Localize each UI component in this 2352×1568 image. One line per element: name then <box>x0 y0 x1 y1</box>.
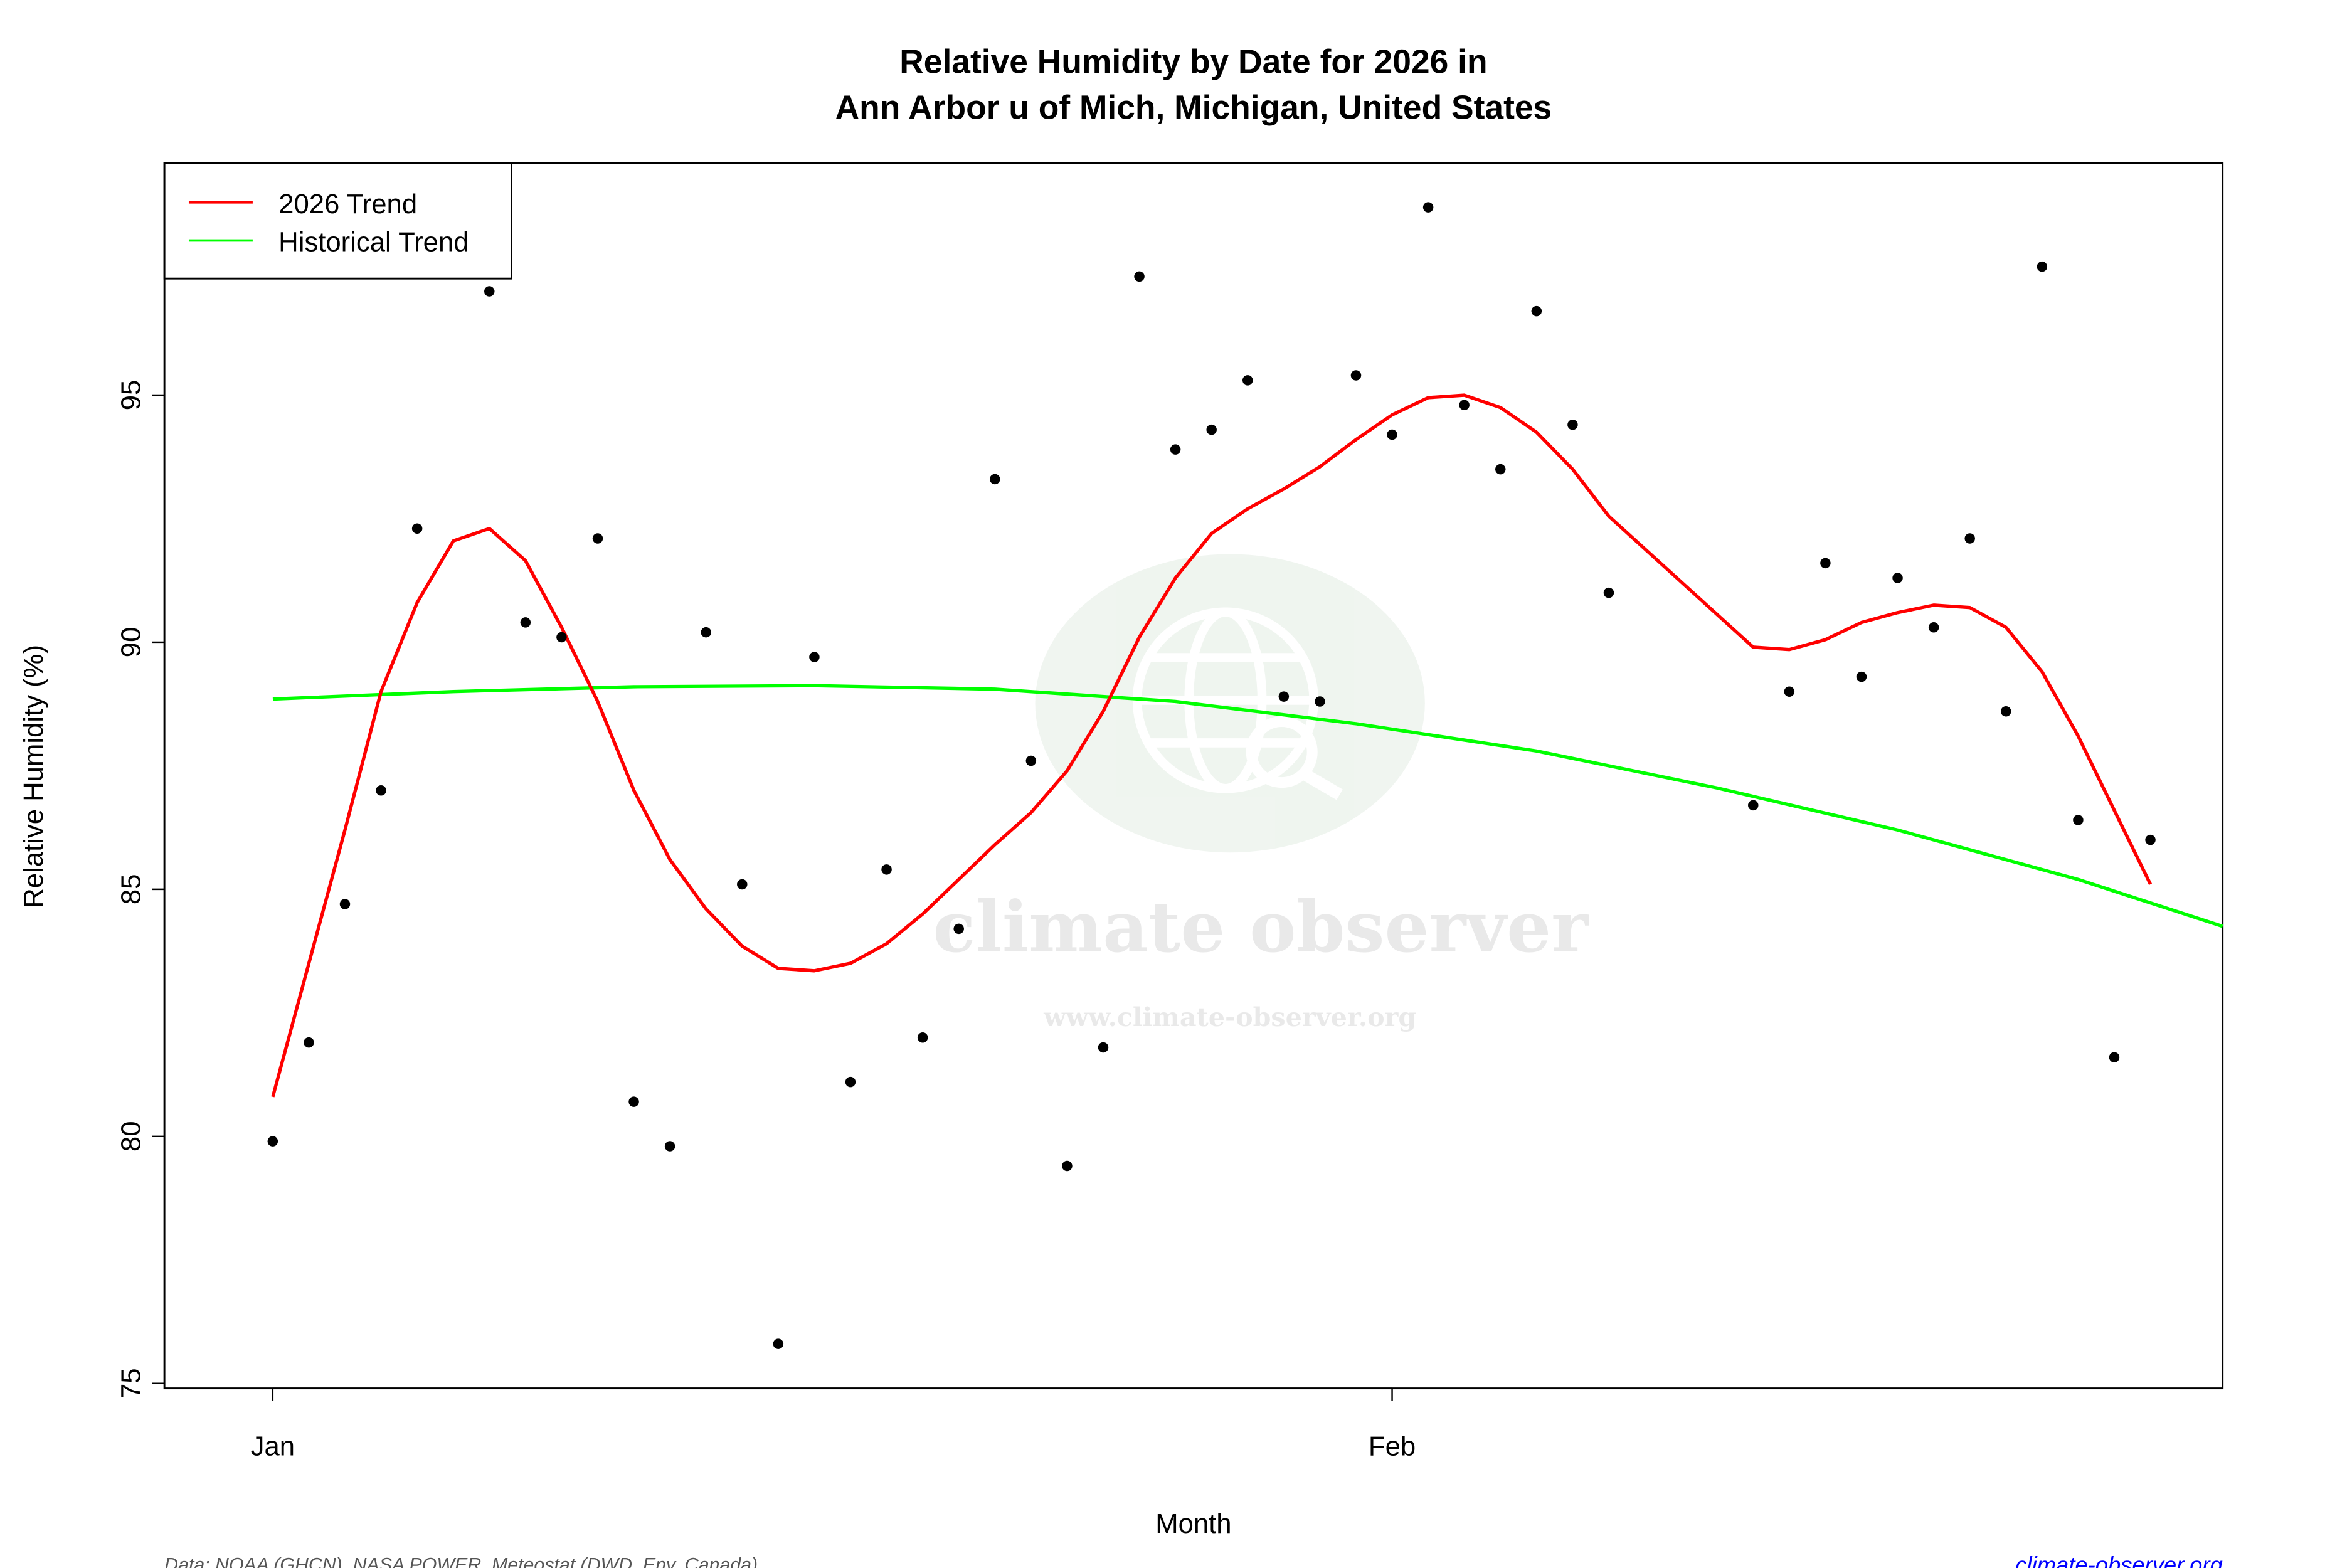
data-point <box>1928 622 1939 633</box>
data-point <box>1892 573 1903 583</box>
data-point <box>2073 815 2084 825</box>
data-point <box>1242 375 1253 386</box>
data-point <box>1278 691 1290 702</box>
data-point <box>484 286 495 297</box>
watermark-text: climate observer <box>933 886 1589 968</box>
data-source: Data: NOAA (GHCN), NASA POWER, Meteostat… <box>164 1555 758 1568</box>
data-point <box>1459 400 1470 411</box>
data-point <box>1422 202 1434 213</box>
data-point <box>1603 587 1614 598</box>
data-point <box>1387 429 1397 440</box>
data-point <box>2145 834 2156 845</box>
data-point <box>2037 261 2048 272</box>
watermark: climate observer www.climate-observer.or… <box>933 554 1589 1032</box>
trend-line-historical <box>272 684 2223 928</box>
y-tick-label: 75 <box>115 1368 146 1399</box>
data-point <box>1170 444 1181 455</box>
data-point <box>773 1338 784 1349</box>
data-point <box>1748 800 1759 811</box>
x-tick-label: Feb <box>1369 1431 1416 1461</box>
legend-box <box>163 162 512 280</box>
data-point <box>1134 271 1145 282</box>
data-point <box>2109 1052 2120 1062</box>
data-point <box>664 1141 675 1152</box>
legend-label-historical: Historical Trend <box>278 226 469 257</box>
data-point <box>1098 1042 1109 1053</box>
data-point <box>1784 686 1795 697</box>
data-point <box>376 785 386 796</box>
data-point <box>267 1136 278 1147</box>
y-tick-label: 85 <box>115 874 146 905</box>
y-tick-label: 95 <box>115 380 146 411</box>
chart-title: Relative Humidity by Date for 2026 in <box>899 44 1487 81</box>
data-point <box>520 617 531 628</box>
site-link[interactable]: climate-observer.org <box>2015 1552 2222 1568</box>
data-point <box>556 632 567 643</box>
trend-line-2026 <box>271 393 2153 1098</box>
y-axis: 75 80 85 90 95 <box>115 380 166 1399</box>
data-point <box>1350 370 1362 381</box>
legend: 2026 Trend Historical Trend <box>163 162 512 280</box>
y-axis-label: Relative Humidity (%) <box>18 645 49 908</box>
data-point <box>1567 420 1578 430</box>
data-point <box>339 899 351 909</box>
data-point <box>1315 696 1325 707</box>
data-point <box>953 923 964 935</box>
data-point <box>1025 755 1037 766</box>
data-point <box>737 879 748 890</box>
data-point <box>1964 533 1975 544</box>
data-point <box>701 627 711 638</box>
data-points <box>267 202 2156 1349</box>
data-point <box>1856 671 1867 682</box>
data-point <box>592 533 603 544</box>
data-point <box>1495 464 1506 475</box>
watermark-url: www.climate-observer.org <box>1043 1002 1416 1032</box>
data-point <box>1820 558 1831 569</box>
data-point <box>2001 706 2011 717</box>
data-point <box>917 1032 928 1043</box>
x-axis: Jan Feb <box>251 1387 1416 1461</box>
data-point <box>1062 1160 1073 1172</box>
y-tick-label: 90 <box>115 627 146 658</box>
y-tick-label: 80 <box>115 1121 146 1152</box>
data-point <box>628 1096 639 1107</box>
data-point <box>990 474 1000 485</box>
data-point <box>809 652 820 662</box>
data-point <box>304 1037 314 1048</box>
data-point <box>411 523 423 534</box>
data-point <box>881 864 892 875</box>
data-point <box>1206 424 1217 435</box>
legend-label-2026: 2026 Trend <box>278 189 417 220</box>
trend-lines <box>271 393 2223 1098</box>
x-axis-label: Month <box>1155 1508 1231 1539</box>
chart-subtitle: Ann Arbor u of Mich, Michigan, United St… <box>835 89 1552 126</box>
data-point <box>845 1076 856 1088</box>
data-point <box>1531 305 1542 317</box>
x-tick-label: Jan <box>251 1431 295 1461</box>
